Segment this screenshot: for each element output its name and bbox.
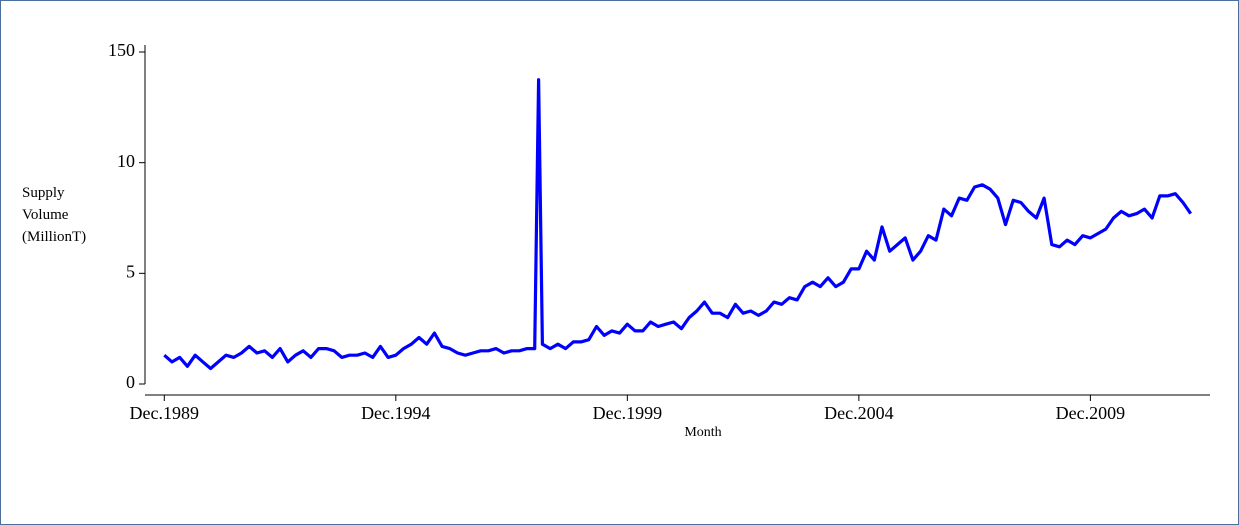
x-tick-label: Dec.1989 xyxy=(130,403,199,423)
y-tick-label: 150 xyxy=(108,40,135,60)
data-line xyxy=(163,78,1193,371)
y-axis-label: Supply Volume (MillionT) xyxy=(22,185,87,245)
y-tick-label: 10 xyxy=(117,151,135,171)
x-tick-label: Dec.2009 xyxy=(1056,403,1125,423)
x-tick-label: Dec.1994 xyxy=(361,403,430,423)
x-tick-label: Dec.1999 xyxy=(593,403,662,423)
x-tick-label: Dec.2004 xyxy=(824,403,893,423)
x-axis-label: Month xyxy=(684,425,721,440)
y-tick-label: 5 xyxy=(126,261,135,281)
y-tick-label: 0 xyxy=(126,372,135,392)
